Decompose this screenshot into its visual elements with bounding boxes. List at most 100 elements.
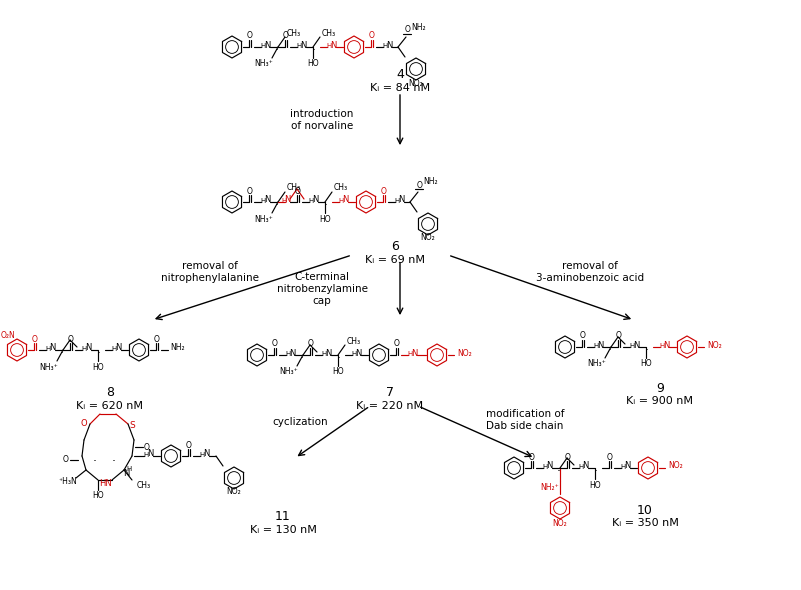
Text: ·: · bbox=[112, 455, 116, 468]
Text: C-terminal
nitrobenzylamine
cap: C-terminal nitrobenzylamine cap bbox=[276, 273, 368, 306]
Text: ·: · bbox=[594, 466, 598, 478]
Text: H: H bbox=[260, 198, 266, 204]
Text: NH₂: NH₂ bbox=[170, 343, 184, 352]
Text: N: N bbox=[123, 470, 129, 478]
Text: O: O bbox=[565, 453, 571, 461]
Text: ·: · bbox=[557, 466, 561, 478]
Text: H: H bbox=[127, 466, 131, 472]
Text: cyclization: cyclization bbox=[272, 417, 328, 427]
Text: H: H bbox=[408, 351, 413, 357]
Text: N: N bbox=[662, 340, 669, 349]
Text: N: N bbox=[624, 461, 630, 470]
Text: CH₃: CH₃ bbox=[334, 183, 348, 192]
Text: N: N bbox=[312, 195, 318, 205]
Text: H: H bbox=[578, 464, 584, 470]
Text: ·: · bbox=[275, 44, 279, 57]
Text: HN: HN bbox=[99, 480, 111, 489]
Text: N: N bbox=[355, 349, 361, 358]
Text: 7: 7 bbox=[386, 386, 394, 399]
Text: removal of
nitrophenylalanine: removal of nitrophenylalanine bbox=[161, 261, 259, 283]
Text: ·: · bbox=[275, 199, 279, 212]
Text: ·: · bbox=[93, 455, 97, 468]
Text: H: H bbox=[659, 343, 665, 349]
Text: H: H bbox=[46, 346, 50, 352]
Text: ·: · bbox=[312, 44, 316, 57]
Text: NO₂: NO₂ bbox=[409, 78, 424, 87]
Text: 10: 10 bbox=[637, 503, 653, 516]
Text: modification of
Dab side chain: modification of Dab side chain bbox=[485, 409, 564, 431]
Text: N: N bbox=[386, 41, 392, 50]
Text: NO₂: NO₂ bbox=[553, 519, 567, 527]
Text: ·: · bbox=[97, 348, 101, 360]
Text: H: H bbox=[321, 351, 327, 357]
Text: ·: · bbox=[60, 348, 64, 360]
Text: 9: 9 bbox=[656, 382, 664, 395]
Text: NO₂: NO₂ bbox=[421, 234, 436, 242]
Text: N: N bbox=[633, 340, 639, 349]
Text: NH₃⁺: NH₃⁺ bbox=[588, 359, 606, 369]
Text: O: O bbox=[394, 339, 400, 349]
Text: H: H bbox=[630, 343, 634, 349]
Text: N: N bbox=[545, 461, 552, 470]
Text: H: H bbox=[111, 346, 117, 352]
Text: HO: HO bbox=[308, 60, 319, 68]
Text: N: N bbox=[398, 195, 405, 205]
Text: O: O bbox=[272, 339, 278, 349]
Text: N: N bbox=[300, 41, 306, 50]
Text: H: H bbox=[285, 351, 291, 357]
Text: NO₂: NO₂ bbox=[227, 487, 241, 497]
Text: Kᵢ = 900 nM: Kᵢ = 900 nM bbox=[626, 396, 694, 406]
Text: O: O bbox=[369, 31, 375, 41]
Text: removal of
3-aminobenzoic acid: removal of 3-aminobenzoic acid bbox=[536, 261, 644, 283]
Text: O: O bbox=[32, 335, 38, 343]
Text: H: H bbox=[281, 198, 287, 204]
Text: Kᵢ = 620 nM: Kᵢ = 620 nM bbox=[77, 401, 143, 411]
Text: Kᵢ = 69 nM: Kᵢ = 69 nM bbox=[365, 255, 425, 265]
Text: NH₃⁺: NH₃⁺ bbox=[255, 60, 273, 68]
Text: NH₃⁺: NH₃⁺ bbox=[255, 215, 273, 224]
Text: H: H bbox=[352, 351, 356, 357]
Text: O: O bbox=[295, 186, 301, 195]
Text: H: H bbox=[143, 452, 149, 458]
Text: O: O bbox=[186, 441, 192, 450]
Text: H: H bbox=[594, 343, 598, 349]
Text: CH₃: CH₃ bbox=[287, 28, 301, 38]
Text: ⁺H₃N: ⁺H₃N bbox=[58, 477, 78, 487]
Text: CH₃: CH₃ bbox=[322, 28, 336, 38]
Text: N: N bbox=[264, 195, 270, 205]
Text: N: N bbox=[597, 340, 603, 349]
Text: NH₂⁺: NH₂⁺ bbox=[541, 483, 559, 493]
Text: H: H bbox=[338, 198, 344, 204]
Text: N: N bbox=[203, 450, 209, 458]
Text: O: O bbox=[616, 332, 622, 340]
Text: O: O bbox=[154, 335, 160, 343]
Text: 8: 8 bbox=[106, 386, 114, 399]
Text: N: N bbox=[582, 461, 588, 470]
Text: ·: · bbox=[608, 345, 612, 358]
Text: N: N bbox=[284, 195, 290, 205]
Text: CH₃: CH₃ bbox=[287, 183, 301, 192]
Text: H: H bbox=[82, 346, 87, 352]
Text: H: H bbox=[326, 43, 332, 49]
Text: NO₂: NO₂ bbox=[457, 349, 472, 358]
Text: 11: 11 bbox=[275, 510, 291, 523]
Text: O: O bbox=[580, 332, 586, 340]
Text: HO: HO bbox=[319, 215, 331, 224]
Text: ·: · bbox=[300, 352, 304, 365]
Text: Kᵢ = 350 nM: Kᵢ = 350 nM bbox=[611, 518, 678, 528]
Text: H: H bbox=[394, 198, 400, 204]
Text: NH₂: NH₂ bbox=[423, 178, 437, 186]
Text: NO₂: NO₂ bbox=[668, 461, 682, 470]
Text: H: H bbox=[382, 43, 388, 49]
Text: N: N bbox=[330, 41, 336, 50]
Text: HO: HO bbox=[92, 491, 104, 500]
Text: H: H bbox=[296, 43, 302, 49]
Text: O: O bbox=[381, 186, 387, 195]
Text: O: O bbox=[81, 419, 87, 428]
Text: O: O bbox=[68, 335, 74, 343]
Text: N: N bbox=[342, 195, 348, 205]
Text: 4: 4 bbox=[396, 68, 404, 81]
Text: N: N bbox=[85, 343, 91, 352]
Text: ·: · bbox=[337, 352, 341, 365]
Text: O: O bbox=[144, 442, 150, 451]
